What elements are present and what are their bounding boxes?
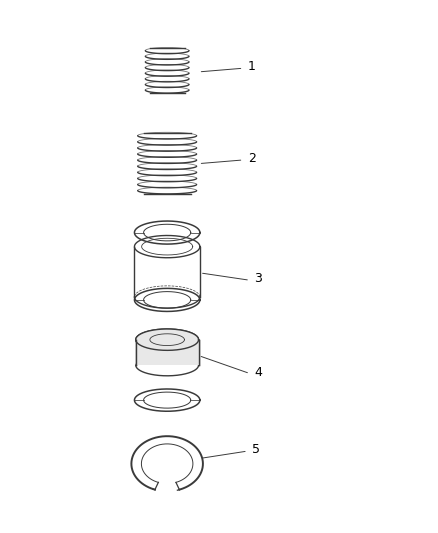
Text: 4: 4	[254, 366, 261, 378]
Text: 2: 2	[247, 152, 255, 165]
Text: 1: 1	[247, 60, 255, 73]
Ellipse shape	[135, 329, 198, 350]
Polygon shape	[135, 340, 198, 365]
Text: 5: 5	[252, 443, 260, 456]
Text: 3: 3	[254, 272, 261, 285]
